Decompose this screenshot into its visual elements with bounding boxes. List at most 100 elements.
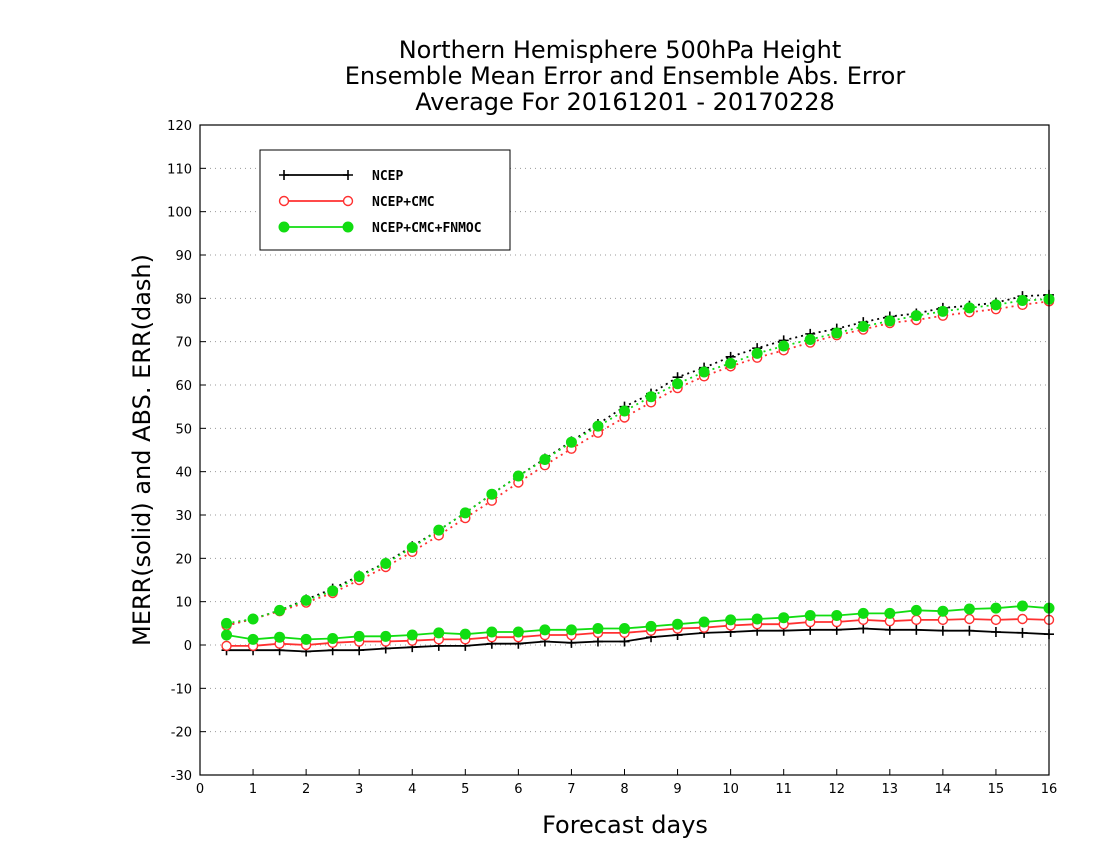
legend-marker [278,195,290,207]
y-tick-label: 80 [175,292,192,307]
chart-title-line-1: Northern Hemisphere 500hPa Height [399,36,842,64]
abs-err-point-ncep-cmc-fnmoc [672,378,684,390]
merr-point-ncep-cmc [937,614,949,626]
x-tick-label: 9 [673,782,681,797]
merr-point-ncep-cmc-fnmoc [804,610,816,622]
merr-point-ncep-cmc-fnmoc [274,631,286,643]
legend-marker [342,221,354,233]
abs-err-point-ncep-cmc-fnmoc [327,585,339,597]
y-tick-label: 100 [167,206,192,221]
merr-point-ncep-cmc [1017,613,1028,625]
grid [200,167,1049,733]
abs-err-point-ncep-cmc-fnmoc [486,488,498,500]
merr-point-ncep [619,636,630,647]
merr-point-ncep-cmc-fnmoc [406,629,418,641]
abs-err-point-ncep-cmc-fnmoc [353,571,365,583]
merr-point-ncep-cmc [221,640,232,652]
abs-err-line-ncep-cmc-fnmoc [226,298,1050,625]
merr-point-ncep-cmc-fnmoc [486,626,498,638]
merr-line-ncep-cmc [226,618,1050,647]
abs-err-point-ncep-cmc-fnmoc [990,299,1002,311]
legend-entry-ncep-cmc-fnmoc: NCEP+CMC+FNMOC [278,221,482,236]
abs-err-point-ncep-cmc-fnmoc [247,613,259,625]
y-tick-label: -10 [171,682,192,697]
merr-point-ncep-cmc [990,614,1002,626]
merr-point-ncep-cmc-fnmoc [353,630,365,642]
abs-err-point-ncep-cmc-fnmoc [619,405,630,417]
merr-point-ncep [1017,627,1028,638]
x-tick-label: 2 [302,782,310,797]
abs-err-point-ncep-cmc-fnmoc [645,391,657,403]
legend: NCEP NCEP+CMC NCEP+CMC+FNMOC [259,149,511,251]
abs-err-point-ncep-cmc-fnmoc [884,315,896,327]
merr-line-ncep-cmc-fnmoc [226,605,1050,641]
abs-err-point-ncep-cmc-fnmoc [406,542,418,553]
y-tick-label: 70 [175,336,192,351]
merr-point-ncep-cmc-fnmoc [380,630,392,642]
abs-err-line-ncep [226,294,1050,627]
x-tick-label: 16 [1041,782,1058,797]
legend-marker [279,170,289,180]
merr-point-ncep-cmc-fnmoc [221,629,233,641]
merr-point-ncep-cmc-fnmoc [1016,600,1028,612]
abs-err-point-ncep-cmc-fnmoc [459,507,471,519]
merr-point-ncep [884,624,895,635]
series-ncep-cmc [221,296,1055,652]
legend-entry-ncep-cmc: NCEP+CMC [278,195,435,210]
x-tick-label: 13 [882,782,899,797]
abs-err-point-ncep-cmc-fnmoc [804,334,816,345]
merr-point-ncep-cmc-fnmoc [698,616,710,628]
merr-point-ncep-cmc-fnmoc [459,628,471,640]
plot-frame [199,124,1050,776]
abs-err-point-ncep-cmc-fnmoc [512,470,524,482]
x-tick-label: 4 [408,782,416,797]
x-tick-label: 1 [249,782,257,797]
x-tick-label: 8 [620,782,628,797]
abs-err-point-ncep-cmc-fnmoc [539,454,551,466]
legend-marker [343,170,353,180]
abs-err-point-ncep-cmc-fnmoc [937,305,949,317]
y-tick-label: -30 [171,769,192,784]
x-tick-label: 3 [355,782,363,797]
chart-title-line-3: Average For 20161201 - 20170228 [415,88,835,116]
y-tick-label: 120 [167,119,192,134]
abs-err-point-ncep-cmc-fnmoc [592,420,604,432]
merr-point-ncep-cmc-fnmoc [884,607,896,619]
y-tick-label: 20 [175,552,192,567]
abs-err-point-ncep-cmc-fnmoc [565,436,577,448]
merr-point-ncep [937,625,948,636]
abs-err-point-ncep-cmc-fnmoc [910,310,922,322]
y-tick-label: -20 [171,726,192,741]
x-tick-label: 15 [988,782,1005,797]
merr-point-ncep-cmc-fnmoc [300,633,312,645]
merr-point-ncep-cmc-fnmoc [725,614,737,626]
merr-point-ncep-cmc-fnmoc [963,603,975,615]
merr-point-ncep-cmc-fnmoc [565,624,577,636]
x-tick-label: 5 [461,782,469,797]
abs-err-point-ncep-cmc-fnmoc [380,558,392,570]
merr-point-ncep-cmc-fnmoc [327,633,339,644]
merr-point-ncep [964,625,975,636]
merr-point-ncep-cmc-fnmoc [619,623,630,635]
y-tick-label: 110 [167,162,192,177]
merr-point-ncep [354,645,365,656]
merr-point-ncep-cmc-fnmoc [433,627,445,639]
x-tick-label: 10 [722,782,739,797]
merr-point-ncep [990,627,1001,637]
abs-err-point-ncep-cmc-fnmoc [433,524,445,536]
y-tick-label: 0 [184,639,192,654]
abs-err-point-ncep-cmc-fnmoc [963,302,975,314]
abs-err-point-ncep-cmc-fnmoc [274,604,286,616]
y-axis-label: MERR(solid) and ABS. ERR(dash) [128,254,156,646]
merr-point-ncep-cmc-fnmoc [831,610,843,622]
merr-point-ncep-cmc-fnmoc [645,620,657,632]
legend-marker [278,221,290,233]
abs-err-point-ncep-cmc-fnmoc [831,327,843,339]
x-tick-label: 7 [567,782,575,797]
merr-point-ncep-cmc-fnmoc [672,618,684,630]
merr-point-ncep [858,623,869,634]
merr-point-ncep-cmc-fnmoc [592,623,604,635]
series-ncep-cmc-fnmoc [221,293,1055,645]
plot-series [221,289,1055,657]
